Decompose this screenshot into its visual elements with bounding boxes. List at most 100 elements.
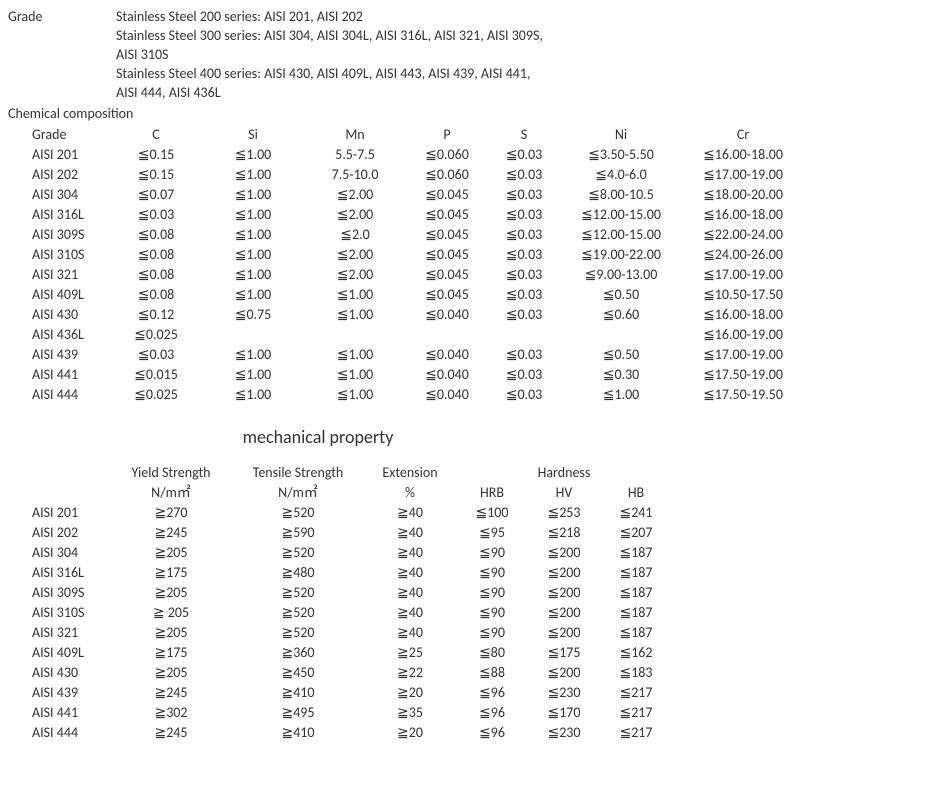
table-cell: ≦100 <box>456 502 528 522</box>
table-cell: ≧520 <box>232 542 364 562</box>
table-cell: ≦0.03 <box>488 184 560 204</box>
table-cell: ≦187 <box>600 542 672 562</box>
table-cell: AISI 409L <box>26 642 110 662</box>
table-cell: ≦0.03 <box>488 344 560 364</box>
table-cell: ≦0.60 <box>560 304 682 324</box>
mechanical-header-row-2: N/m㎡ N/m㎡ % HRB HV HB <box>26 482 672 502</box>
table-cell: ≦187 <box>600 582 672 602</box>
col-hb: HB <box>600 482 672 502</box>
table-cell: ≧205 <box>110 662 232 682</box>
table-cell: ≦1.00 <box>560 384 682 404</box>
table-cell: AISI 201 <box>26 144 110 164</box>
table-cell: ≦0.040 <box>406 344 488 364</box>
mechanical-title: mechanical property <box>8 426 628 448</box>
table-cell: ≦218 <box>528 522 600 542</box>
table-cell: ≦175 <box>528 642 600 662</box>
chemical-title: Chemical composition <box>8 105 933 122</box>
table-cell: ≦16.00-18.00 <box>682 304 804 324</box>
col-yield-unit: N/m㎡ <box>110 482 232 502</box>
table-cell: ≦200 <box>528 602 600 622</box>
table-cell: ≦0.08 <box>110 224 202 244</box>
table-cell: ≦16.00-18.00 <box>682 144 804 164</box>
table-cell: ≦0.08 <box>110 284 202 304</box>
table-cell: ≦0.03 <box>488 144 560 164</box>
table-cell: ≧20 <box>364 722 456 742</box>
table-cell: ≧22 <box>364 662 456 682</box>
table-cell: ≦96 <box>456 682 528 702</box>
table-cell: ≦90 <box>456 542 528 562</box>
table-cell: ≦2.00 <box>304 244 406 264</box>
table-cell: ≦2.0 <box>304 224 406 244</box>
table-cell: ≦241 <box>600 502 672 522</box>
table-cell: ≦3.50-5.50 <box>560 144 682 164</box>
table-cell: ≦10.50-17.50 <box>682 284 804 304</box>
table-cell: ≦17.00-19.00 <box>682 344 804 364</box>
table-cell: ≦17.50-19.50 <box>682 384 804 404</box>
table-cell: ≦1.00 <box>202 144 304 164</box>
table-cell: ≦1.00 <box>304 364 406 384</box>
table-cell <box>202 324 304 344</box>
table-cell: ≦0.040 <box>406 384 488 404</box>
table-row: AISI 430≧205≧450≧22≦88≦200≦183 <box>26 662 672 682</box>
col-yield: Yield Strength <box>110 462 232 482</box>
table-cell: AISI 201 <box>26 502 110 522</box>
table-cell: ≦0.03 <box>488 264 560 284</box>
table-cell: AISI 304 <box>26 542 110 562</box>
table-cell: ≦217 <box>600 702 672 722</box>
table-cell: AISI 316L <box>26 204 110 224</box>
table-cell: ≦200 <box>528 542 600 562</box>
table-row: AISI 310S≦0.08≦1.00≦2.00≦0.045≦0.03≦19.0… <box>26 244 804 264</box>
table-row: AISI 430≦0.12≦0.75≦1.00≦0.040≦0.03≦0.60≦… <box>26 304 804 324</box>
table-cell: ≦0.060 <box>406 164 488 184</box>
table-cell: ≧520 <box>232 502 364 522</box>
table-cell <box>304 324 406 344</box>
table-cell: ≦22.00-24.00 <box>682 224 804 244</box>
table-cell <box>406 324 488 344</box>
table-cell: ≧40 <box>364 562 456 582</box>
table-cell: ≦0.30 <box>560 364 682 384</box>
table-cell: ≦0.040 <box>406 304 488 324</box>
col-mn: Mn <box>304 124 406 144</box>
table-cell: ≧245 <box>110 682 232 702</box>
table-cell: ≦90 <box>456 582 528 602</box>
table-row: AISI 321≧205≧520≧40≦90≦200≦187 <box>26 622 672 642</box>
table-cell: ≦17.00-19.00 <box>682 164 804 184</box>
table-cell: ≦90 <box>456 622 528 642</box>
table-cell: ≦0.045 <box>406 244 488 264</box>
table-cell <box>560 324 682 344</box>
table-cell: ≦0.50 <box>560 284 682 304</box>
col-hrb: HRB <box>456 482 528 502</box>
table-cell: ≧205 <box>110 542 232 562</box>
table-cell: ≦200 <box>528 582 600 602</box>
table-row: AISI 202≧245≧590≧40≦95≦218≦207 <box>26 522 672 542</box>
table-cell: ≦96 <box>456 702 528 722</box>
table-row: AISI 201≧270≧520≧40≦100≦253≦241 <box>26 502 672 522</box>
table-cell: AISI 444 <box>26 384 110 404</box>
table-cell: 5.5-7.5 <box>304 144 406 164</box>
table-cell: ≧40 <box>364 602 456 622</box>
table-cell: ≦16.00-19.00 <box>682 324 804 344</box>
table-cell: ≦187 <box>600 562 672 582</box>
table-cell: ≦0.07 <box>110 184 202 204</box>
table-cell: ≦90 <box>456 562 528 582</box>
table-cell: ≦2.00 <box>304 264 406 284</box>
table-cell: ≦0.75 <box>202 304 304 324</box>
table-cell: ≦0.12 <box>110 304 202 324</box>
grade-label: Grade <box>8 8 116 103</box>
table-cell: ≦0.045 <box>406 224 488 244</box>
table-cell: ≦0.045 <box>406 184 488 204</box>
table-cell: ≦170 <box>528 702 600 722</box>
table-cell: ≦90 <box>456 602 528 622</box>
table-cell: AISI 439 <box>26 682 110 702</box>
table-cell: ≧270 <box>110 502 232 522</box>
grade-header: Grade Stainless Steel 200 series: AISI 2… <box>8 8 933 103</box>
table-cell: AISI 441 <box>26 364 110 384</box>
mechanical-header-row-1: Yield Strength Tensile Strength Extensio… <box>26 462 672 482</box>
col-grade <box>26 462 110 482</box>
chemical-header-row: Grade C Si Mn P S Ni Cr <box>26 124 804 144</box>
table-cell: ≦9.00-13.00 <box>560 264 682 284</box>
table-cell: ≦0.045 <box>406 204 488 224</box>
table-cell: ≦2.00 <box>304 184 406 204</box>
table-row: AISI 436L≦0.025≦16.00-19.00 <box>26 324 804 344</box>
table-cell: AISI 409L <box>26 284 110 304</box>
